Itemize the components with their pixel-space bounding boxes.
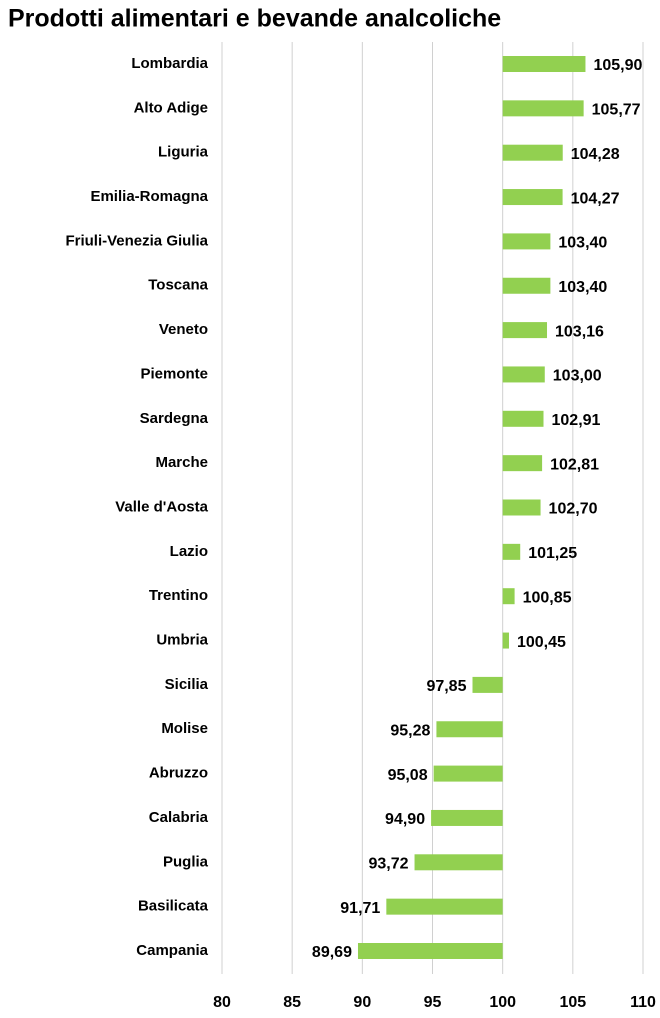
y-tick-label: Lazio bbox=[170, 543, 208, 560]
x-tick-label: 105 bbox=[559, 994, 586, 1011]
bar bbox=[502, 410, 544, 427]
chart-title: Prodotti alimentari e bevande analcolich… bbox=[8, 5, 501, 33]
value-label: 95,28 bbox=[390, 722, 430, 739]
y-tick-label: Umbria bbox=[156, 632, 208, 649]
bar bbox=[502, 144, 563, 161]
x-tick-label: 80 bbox=[213, 994, 231, 1011]
y-tick-label: Lombardia bbox=[131, 55, 208, 72]
bar bbox=[502, 588, 515, 605]
y-tick-label: Puglia bbox=[163, 853, 209, 870]
value-label: 102,91 bbox=[552, 412, 601, 429]
value-label: 103,40 bbox=[558, 279, 607, 296]
bar bbox=[431, 809, 503, 826]
y-tick-label: Valle d'Aosta bbox=[115, 498, 208, 515]
y-tick-label: Emilia-Romagna bbox=[90, 188, 208, 205]
y-tick-label: Alto Adige bbox=[134, 99, 208, 116]
bar bbox=[502, 499, 541, 516]
y-tick-label: Friuli-Venezia Giulia bbox=[65, 232, 208, 249]
x-tick-label: 110 bbox=[630, 994, 656, 1011]
bar bbox=[502, 543, 521, 560]
y-tick-label: Calabria bbox=[149, 809, 209, 826]
bar bbox=[502, 366, 545, 383]
bar bbox=[502, 56, 586, 72]
y-tick-label: Veneto bbox=[159, 321, 208, 338]
value-label: 103,40 bbox=[558, 235, 607, 252]
value-label: 104,27 bbox=[571, 190, 620, 207]
y-tick-label: Sardegna bbox=[140, 410, 209, 427]
bar bbox=[502, 322, 548, 339]
bar bbox=[472, 676, 503, 693]
value-label: 93,72 bbox=[368, 856, 408, 873]
y-tick-label: Campania bbox=[136, 942, 208, 959]
y-tick-label: Sicilia bbox=[165, 676, 209, 693]
x-tick-label: 85 bbox=[283, 994, 301, 1011]
bar bbox=[436, 721, 503, 738]
x-tick-label: 90 bbox=[353, 994, 371, 1011]
bar bbox=[386, 898, 503, 915]
x-tick-label: 100 bbox=[489, 994, 516, 1011]
y-tick-label: Trentino bbox=[149, 587, 208, 604]
value-label: 100,85 bbox=[523, 589, 572, 606]
value-label: 95,08 bbox=[388, 767, 428, 784]
value-label: 103,00 bbox=[553, 368, 602, 385]
y-tick-label: Abruzzo bbox=[149, 765, 208, 782]
value-label: 94,90 bbox=[385, 811, 425, 828]
y-tick-label: Marche bbox=[155, 454, 208, 471]
value-label: 102,81 bbox=[550, 456, 599, 473]
value-label: 91,71 bbox=[340, 900, 380, 917]
y-tick-label: Toscana bbox=[148, 277, 208, 294]
value-label: 105,90 bbox=[593, 57, 642, 74]
y-tick-label: Liguria bbox=[158, 144, 209, 161]
bar bbox=[433, 765, 503, 782]
bar bbox=[502, 189, 563, 206]
bar bbox=[414, 854, 503, 871]
bar bbox=[502, 455, 543, 472]
value-label: 89,69 bbox=[312, 944, 352, 961]
value-label: 101,25 bbox=[528, 545, 577, 562]
y-tick-label: Molise bbox=[161, 720, 208, 737]
bar bbox=[502, 233, 551, 250]
value-label: 104,28 bbox=[571, 146, 620, 163]
y-tick-label: Basilicata bbox=[138, 898, 209, 915]
y-tick-label: Piemonte bbox=[140, 365, 208, 382]
bar bbox=[502, 277, 551, 294]
value-label: 103,16 bbox=[555, 323, 604, 340]
bar bbox=[357, 943, 503, 959]
value-label: 102,70 bbox=[549, 501, 598, 518]
bar bbox=[502, 100, 584, 117]
value-label: 97,85 bbox=[426, 678, 466, 695]
value-label: 100,45 bbox=[517, 634, 566, 651]
bar bbox=[502, 632, 509, 649]
x-tick-label: 95 bbox=[424, 994, 442, 1011]
value-label: 105,77 bbox=[592, 102, 641, 119]
